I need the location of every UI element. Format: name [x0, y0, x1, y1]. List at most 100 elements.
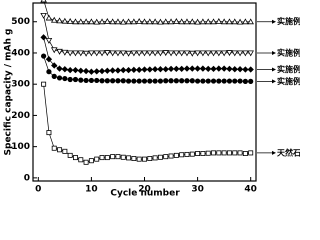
- marker: [126, 155, 132, 161]
- marker: [109, 67, 116, 74]
- marker: [179, 152, 185, 158]
- marker: [173, 18, 180, 24]
- marker: [173, 78, 179, 84]
- marker: [67, 66, 74, 74]
- marker: [83, 77, 89, 84]
- marker: [184, 78, 190, 84]
- marker: [200, 151, 206, 156]
- series-label: 实施例: [277, 47, 300, 57]
- marker: [199, 50, 207, 57]
- marker: [205, 150, 211, 156]
- marker: [146, 18, 154, 25]
- marker: [98, 18, 106, 25]
- marker: [136, 156, 142, 162]
- marker: [162, 18, 170, 25]
- marker: [226, 65, 233, 73]
- marker: [45, 56, 53, 63]
- marker: [199, 65, 207, 72]
- marker: [114, 50, 122, 57]
- label-arrowhead: [272, 150, 276, 155]
- marker: [120, 154, 126, 160]
- marker: [141, 78, 148, 84]
- x-tick-label: 0: [35, 185, 41, 195]
- marker: [226, 18, 233, 25]
- marker: [45, 37, 53, 44]
- marker: [183, 65, 191, 72]
- y-tick-label: 300: [11, 80, 30, 90]
- marker: [56, 48, 63, 55]
- marker: [130, 66, 138, 73]
- marker: [78, 157, 84, 163]
- marker: [200, 78, 206, 84]
- marker: [62, 148, 68, 154]
- marker: [62, 75, 68, 82]
- marker: [157, 154, 163, 160]
- marker: [226, 50, 233, 57]
- marker: [130, 50, 138, 57]
- marker: [216, 150, 222, 156]
- marker: [41, 81, 47, 87]
- marker: [83, 159, 89, 165]
- marker: [147, 156, 153, 161]
- marker: [204, 50, 212, 57]
- marker: [45, 14, 53, 21]
- marker: [56, 65, 63, 72]
- marker: [125, 78, 132, 84]
- marker: [152, 155, 158, 161]
- marker: [204, 18, 212, 25]
- marker: [141, 18, 148, 25]
- marker: [61, 49, 69, 56]
- marker: [205, 78, 211, 84]
- marker: [78, 77, 84, 83]
- marker: [167, 65, 175, 73]
- marker: [199, 18, 207, 25]
- series-label: 实施例: [277, 64, 300, 74]
- marker: [46, 69, 52, 75]
- marker: [189, 50, 196, 57]
- marker: [179, 78, 185, 84]
- series-line: [43, 55, 251, 82]
- marker: [119, 50, 127, 57]
- marker: [231, 50, 239, 57]
- marker: [247, 66, 254, 73]
- marker: [162, 66, 169, 73]
- marker: [72, 18, 79, 25]
- marker: [72, 50, 79, 57]
- marker: [40, 13, 47, 19]
- marker: [215, 65, 222, 72]
- marker: [135, 18, 143, 24]
- marker: [163, 154, 169, 160]
- marker: [67, 76, 73, 83]
- marker: [194, 65, 201, 72]
- marker: [183, 50, 191, 57]
- marker: [189, 78, 195, 84]
- marker: [88, 50, 95, 57]
- marker: [248, 150, 254, 156]
- marker: [56, 75, 63, 81]
- marker: [114, 18, 122, 25]
- marker: [173, 65, 180, 73]
- label-arrowhead: [272, 79, 276, 84]
- marker: [142, 156, 147, 162]
- chart: Cycle number Specific capacity / mAh g 0…: [4, 0, 300, 199]
- marker: [147, 78, 153, 84]
- y-tick-label: 100: [11, 142, 30, 152]
- marker: [157, 78, 164, 84]
- series-line: [43, 0, 251, 23]
- marker: [130, 18, 138, 25]
- marker: [232, 150, 238, 156]
- marker: [237, 78, 243, 84]
- marker: [72, 66, 79, 74]
- label-arrowhead: [272, 50, 276, 55]
- x-tick-label: 40: [244, 185, 257, 195]
- marker: [98, 67, 106, 75]
- marker: [210, 18, 217, 25]
- marker: [82, 50, 90, 57]
- marker: [131, 156, 137, 161]
- marker: [46, 130, 52, 136]
- marker: [109, 50, 116, 57]
- marker: [247, 18, 254, 25]
- marker: [210, 50, 217, 57]
- marker: [152, 78, 158, 84]
- marker: [236, 50, 244, 57]
